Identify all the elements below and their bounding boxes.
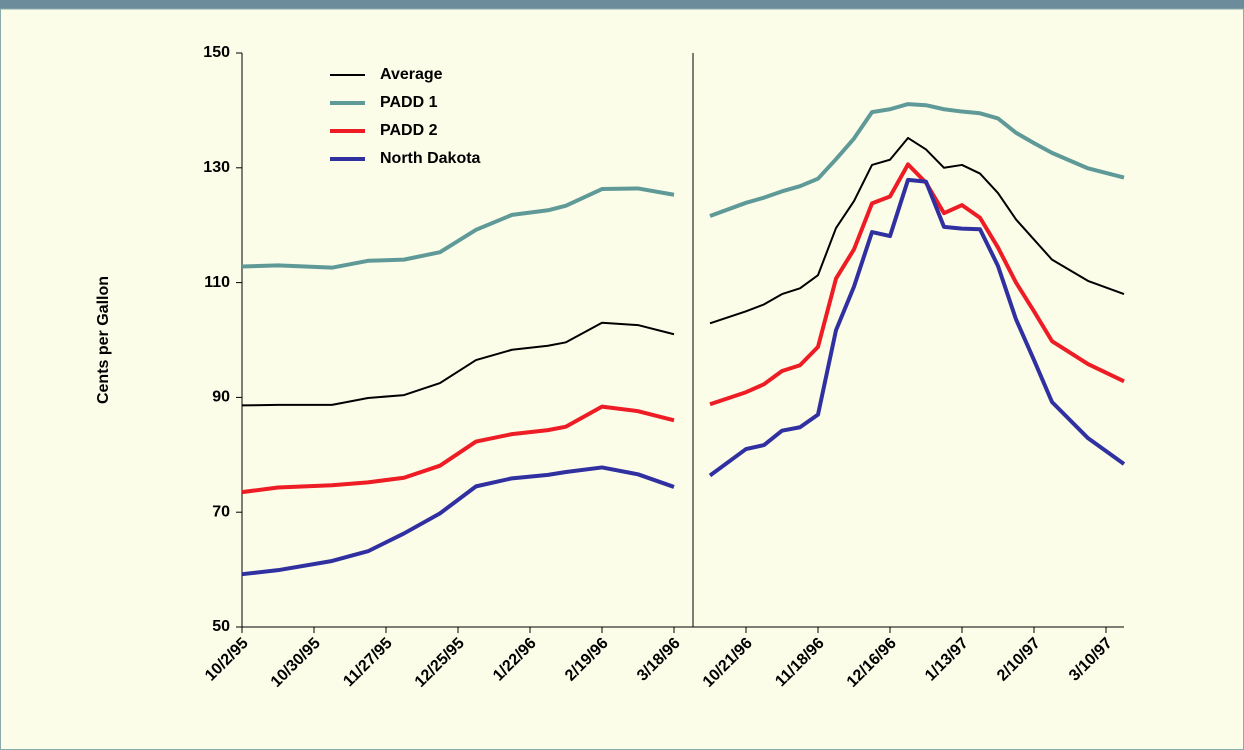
y-tick-label: 150 (203, 44, 230, 61)
y-tick-label: 110 (204, 274, 230, 291)
y-axis-label: Cents per Gallon (95, 276, 112, 404)
y-tick-label: 50 (212, 618, 230, 635)
legend-label: North Dakota (380, 150, 481, 167)
top-bar (0, 0, 1244, 9)
legend-label: Average (380, 66, 443, 83)
series-line (241, 162, 1125, 495)
series-line (241, 136, 1125, 407)
y-tick-label: 90 (212, 389, 230, 406)
y-tick-label: 70 (212, 503, 230, 520)
legend-label: PADD 1 (380, 94, 438, 111)
series-line (241, 177, 1126, 577)
series-line (241, 102, 1125, 270)
y-tick-label: 130 (203, 159, 230, 176)
legend-label: PADD 2 (380, 122, 438, 139)
